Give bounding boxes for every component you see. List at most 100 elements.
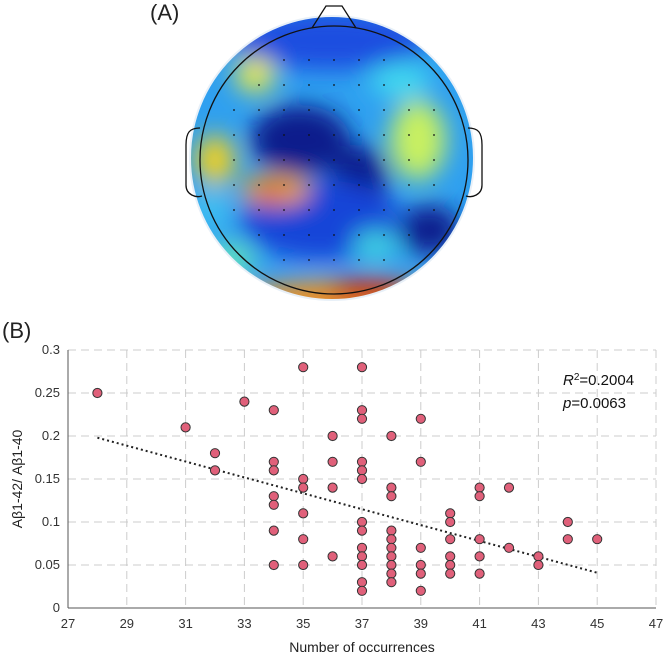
electrode-dot: [333, 84, 335, 86]
electrode-dot: [283, 134, 285, 136]
y-tick-label: 0.15: [35, 471, 60, 486]
data-point: [474, 534, 485, 545]
r2-annotation: R2=0.2004: [563, 372, 634, 390]
data-point: [445, 551, 456, 562]
data-point: [503, 542, 515, 553]
data-point: [415, 413, 426, 424]
electrode-dot: [283, 159, 285, 161]
electrode-dot: [258, 209, 260, 211]
data-point: [327, 551, 338, 562]
data-point: [386, 525, 397, 536]
data-point: [356, 551, 368, 562]
electrode-dot: [258, 159, 260, 161]
data-point: [356, 559, 368, 571]
data-point: [386, 577, 397, 588]
data-point: [415, 456, 426, 467]
data-point: [533, 551, 544, 562]
electrode-dot: [283, 59, 285, 61]
x-tick-label: 37: [355, 616, 369, 631]
electrode-dot: [333, 109, 335, 111]
electrode-dot: [408, 109, 410, 111]
data-point: [268, 465, 279, 476]
y-tick-label: 0.05: [35, 557, 60, 572]
y-tick-label: 0: [53, 600, 60, 615]
x-tick-label: 33: [237, 616, 251, 631]
data-point: [356, 456, 368, 467]
data-point: [356, 465, 368, 476]
data-point: [92, 387, 103, 399]
x-tick-label: 31: [178, 616, 192, 631]
data-point: [386, 491, 397, 502]
electrode-dot: [258, 109, 260, 111]
data-point: [356, 585, 368, 596]
electrode-dot: [358, 209, 360, 211]
electrode-dot: [408, 84, 410, 86]
electrode-dot: [258, 234, 260, 236]
data-point: [445, 568, 456, 579]
data-point: [474, 491, 485, 502]
x-tick-label: 47: [649, 616, 663, 631]
x-tick-label: 35: [296, 616, 310, 631]
data-point: [356, 405, 368, 416]
x-tick-label: 39: [414, 616, 428, 631]
electrode-dot: [283, 184, 285, 186]
left-ear-shape: [185, 127, 203, 198]
electrode-dot: [308, 184, 310, 186]
data-point: [209, 448, 221, 459]
y-tick-label: 0.2: [42, 428, 60, 443]
data-point: [268, 559, 279, 571]
data-points: [92, 362, 603, 596]
data-point: [415, 559, 426, 571]
data-point: [445, 508, 456, 519]
electrode-dot: [308, 259, 310, 261]
data-point: [268, 456, 279, 467]
data-point: [298, 534, 309, 545]
x-tick-labels: 27 29 31 33 35 37 39 41 43 45 47: [61, 616, 663, 631]
data-point: [386, 559, 397, 571]
electrode-dot: [383, 134, 385, 136]
data-point: [503, 482, 515, 493]
data-point: [356, 413, 368, 424]
data-point: [474, 568, 485, 579]
electrode-dot: [333, 259, 335, 261]
electrode-dot: [433, 159, 435, 161]
electrode-dot: [408, 159, 410, 161]
electrode-dot: [308, 209, 310, 211]
data-point: [298, 473, 309, 485]
data-point: [474, 551, 485, 562]
electrode-dot: [383, 209, 385, 211]
electrode-dot: [333, 159, 335, 161]
data-point: [268, 405, 279, 416]
electrode-dot: [308, 109, 310, 111]
data-point: [268, 491, 279, 502]
electrode-dot: [333, 134, 335, 136]
trend-line: [97, 436, 598, 574]
electrode-dot: [383, 259, 385, 261]
electrode-dot: [383, 84, 385, 86]
electrode-dot: [358, 159, 360, 161]
electrode-dots: [233, 59, 435, 261]
y-tick-label: 0.25: [35, 385, 60, 400]
data-point: [474, 482, 485, 493]
electrode-dot: [233, 109, 235, 111]
data-point: [415, 585, 426, 596]
electrode-dot: [233, 209, 235, 211]
electrode-dot: [283, 109, 285, 111]
data-point: [533, 559, 544, 571]
electrode-dot: [358, 259, 360, 261]
data-point: [209, 465, 221, 476]
data-point: [415, 542, 426, 553]
data-point: [298, 362, 309, 373]
electrode-dot: [258, 134, 260, 136]
electrode-dot: [358, 184, 360, 186]
electrode-dot: [408, 134, 410, 136]
data-point: [592, 534, 603, 545]
data-point: [386, 568, 397, 579]
electrode-dot: [408, 234, 410, 236]
topo-gradient: [190, 16, 474, 300]
electrode-dot: [433, 109, 435, 111]
data-point: [298, 482, 309, 493]
x-tick-label: 43: [531, 616, 545, 631]
data-point: [445, 559, 456, 571]
data-point: [327, 482, 338, 493]
